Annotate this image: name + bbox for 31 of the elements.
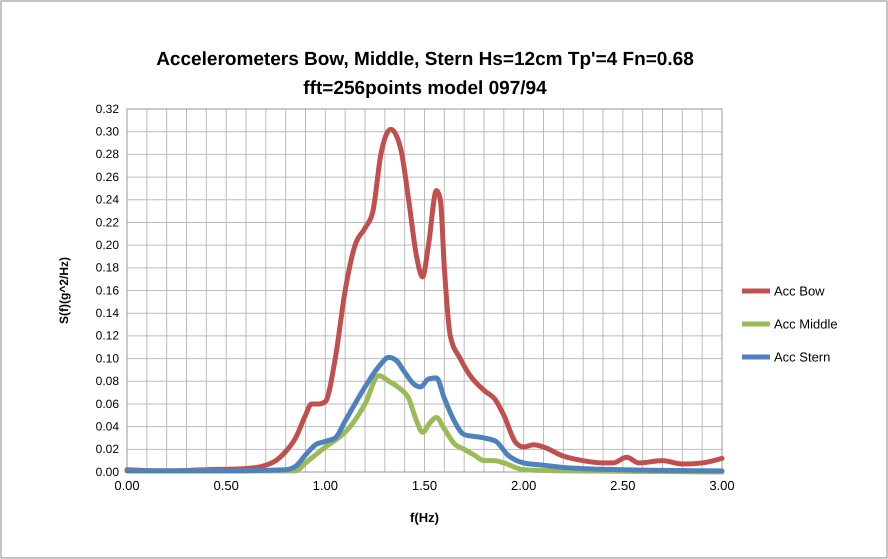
y-tick-label: 0.00: [96, 464, 120, 479]
y-tick-label: 0.18: [96, 260, 120, 275]
legend-label: Acc Middle: [774, 316, 838, 332]
y-tick-label: 0.04: [96, 419, 120, 434]
x-tick-label: 2.00: [511, 478, 536, 494]
legend-label: Acc Stern: [774, 350, 830, 365]
y-tick-label: 0.26: [96, 170, 120, 184]
y-tick-label: 0.28: [96, 147, 120, 162]
y-tick-label: 0.32: [96, 102, 120, 116]
y-tick-label: 0.02: [96, 442, 120, 456]
x-tick-label: 0.00: [114, 478, 140, 494]
y-tick-label: 0.10: [96, 351, 120, 366]
y-tick-label: 0.06: [96, 396, 120, 411]
chart-title: Accelerometers Bow, Middle, Stern Hs=12cm Tp'=4 Fn=0.68: [156, 49, 694, 70]
legend-label: Acc Bow: [774, 284, 826, 299]
x-tick-label: 0.50: [214, 478, 239, 494]
x-tick-label: 1.50: [412, 478, 438, 494]
y-axis-title: S(f)(g^2/Hz): [57, 257, 71, 324]
y-tick-label: 0.24: [96, 192, 120, 207]
y-tick-label: 0.30: [96, 124, 120, 139]
y-tick-label: 0.16: [96, 283, 120, 298]
y-tick-label: 0.20: [96, 238, 120, 252]
chart-subtitle: fft=256points model 097/94: [303, 78, 548, 99]
x-tick-label: 3.00: [709, 478, 735, 494]
y-tick-label: 0.12: [96, 328, 120, 343]
y-tick-label: 0.14: [96, 306, 120, 320]
x-axis-title: f(Hz): [410, 510, 439, 525]
y-tick-label: 0.08: [96, 374, 120, 388]
x-tick-label: 1.00: [312, 478, 338, 494]
y-tick-label: 0.22: [96, 215, 120, 230]
x-tick-label: 2.50: [610, 478, 636, 494]
